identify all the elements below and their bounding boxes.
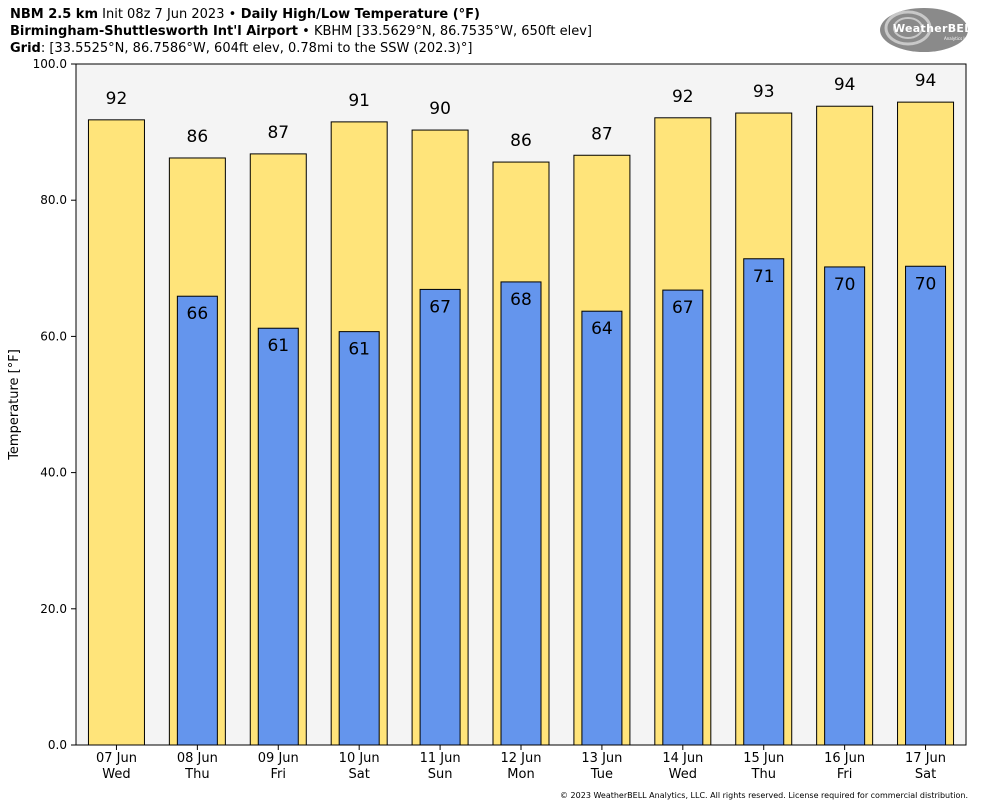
x-tick-date: 12 Jun <box>501 751 542 766</box>
low-bar <box>176 295 218 746</box>
product-name: Daily High/Low Temperature (°F) <box>236 7 480 22</box>
low-bar <box>257 327 299 746</box>
high-label: 86 <box>187 127 209 147</box>
low-label: 61 <box>267 336 289 356</box>
low-label: 64 <box>591 319 613 339</box>
x-tick-day: Mon <box>507 767 534 782</box>
high-label: 92 <box>672 87 694 107</box>
low-label: 70 <box>834 275 856 295</box>
y-tick-label: 100.0 <box>33 57 67 71</box>
low-bar <box>500 281 542 746</box>
low-bar <box>662 289 704 746</box>
header-line-3: Grid: [33.5525°N, 86.7586°W, 604ft elev,… <box>10 40 592 57</box>
logo-subtext: Analytics LLC <box>944 36 971 41</box>
plot-frame <box>75 63 967 746</box>
y-tick-label: 40.0 <box>40 466 67 480</box>
high-label: 87 <box>267 123 289 143</box>
low-bar <box>338 331 380 746</box>
station-name: Birmingham-Shuttlesworth Int'l Airport <box>10 24 299 39</box>
x-tick-date: 09 Jun <box>258 751 299 766</box>
model-name: NBM 2.5 km <box>10 7 98 22</box>
high-label: 90 <box>429 99 451 119</box>
grid-label: Grid <box>10 41 41 56</box>
init-time: Init 08z 7 Jun 2023 <box>98 7 229 22</box>
y-tick-label: 0.0 <box>48 738 67 752</box>
x-tick-day: Wed <box>669 767 697 782</box>
grid-info: : [33.5525°N, 86.7586°W, 604ft elev, 0.7… <box>40 41 473 56</box>
x-tick-date: 13 Jun <box>581 751 622 766</box>
low-label: 66 <box>187 304 209 324</box>
high-label: 92 <box>106 89 128 109</box>
station-info: • KBHM [33.5629°N, 86.7535°W, 650ft elev… <box>298 24 592 39</box>
x-tick-day: Fri <box>271 767 287 782</box>
y-tick-label: 20.0 <box>40 602 67 616</box>
chart-header: NBM 2.5 km Init 08z 7 Jun 2023 • Daily H… <box>10 6 592 57</box>
header-line-1: NBM 2.5 km Init 08z 7 Jun 2023 • Daily H… <box>10 6 592 23</box>
high-label: 94 <box>834 75 856 95</box>
x-tick-day: Thu <box>751 767 776 782</box>
high-label: 94 <box>915 71 937 91</box>
low-bar <box>419 288 461 746</box>
low-bar <box>581 310 623 746</box>
low-label: 61 <box>348 340 370 360</box>
header-line-2: Birmingham-Shuttlesworth Int'l Airport •… <box>10 23 592 40</box>
high-label: 91 <box>348 91 370 111</box>
y-axis-label: Temperature [°F] <box>7 349 22 461</box>
x-tick-date: 07 Jun <box>96 751 137 766</box>
logo-text: WeatherBELL <box>893 22 979 35</box>
high-label: 93 <box>753 82 775 102</box>
low-bar <box>743 258 785 746</box>
x-tick-date: 08 Jun <box>177 751 218 766</box>
low-label: 71 <box>753 267 775 287</box>
high-label: 86 <box>510 131 532 151</box>
separator: • <box>228 7 237 22</box>
high-bar <box>87 119 145 746</box>
copyright-notice: © 2023 WeatherBELL Analytics, LLC. All r… <box>560 791 968 800</box>
low-label: 70 <box>915 274 937 294</box>
x-tick-day: Thu <box>184 767 209 782</box>
x-tick-day: Sun <box>428 767 453 782</box>
low-label: 67 <box>672 298 694 318</box>
x-tick-date: 16 Jun <box>824 751 865 766</box>
x-tick-day: Wed <box>102 767 130 782</box>
low-bar <box>905 265 947 746</box>
y-tick-label: 80.0 <box>40 193 67 207</box>
x-tick-date: 10 Jun <box>339 751 380 766</box>
x-tick-date: 14 Jun <box>662 751 703 766</box>
high-label: 87 <box>591 124 613 144</box>
x-tick-date: 15 Jun <box>743 751 784 766</box>
x-tick-day: Fri <box>837 767 853 782</box>
low-label: 67 <box>429 297 451 317</box>
y-tick-label: 60.0 <box>40 329 67 343</box>
x-tick-day: Sat <box>915 767 936 782</box>
low-label: 68 <box>510 290 532 310</box>
weatherbell-logo <box>880 8 968 52</box>
x-tick-date: 11 Jun <box>420 751 461 766</box>
x-tick-day: Tue <box>590 767 613 782</box>
x-tick-date: 17 Jun <box>905 751 946 766</box>
bars: 92 86 66 87 61 91 61 90 67 86 68 87 64 92 67 93 71 94 70 94… <box>87 71 955 746</box>
x-tick-day: Sat <box>349 767 370 782</box>
low-bar <box>824 266 866 746</box>
